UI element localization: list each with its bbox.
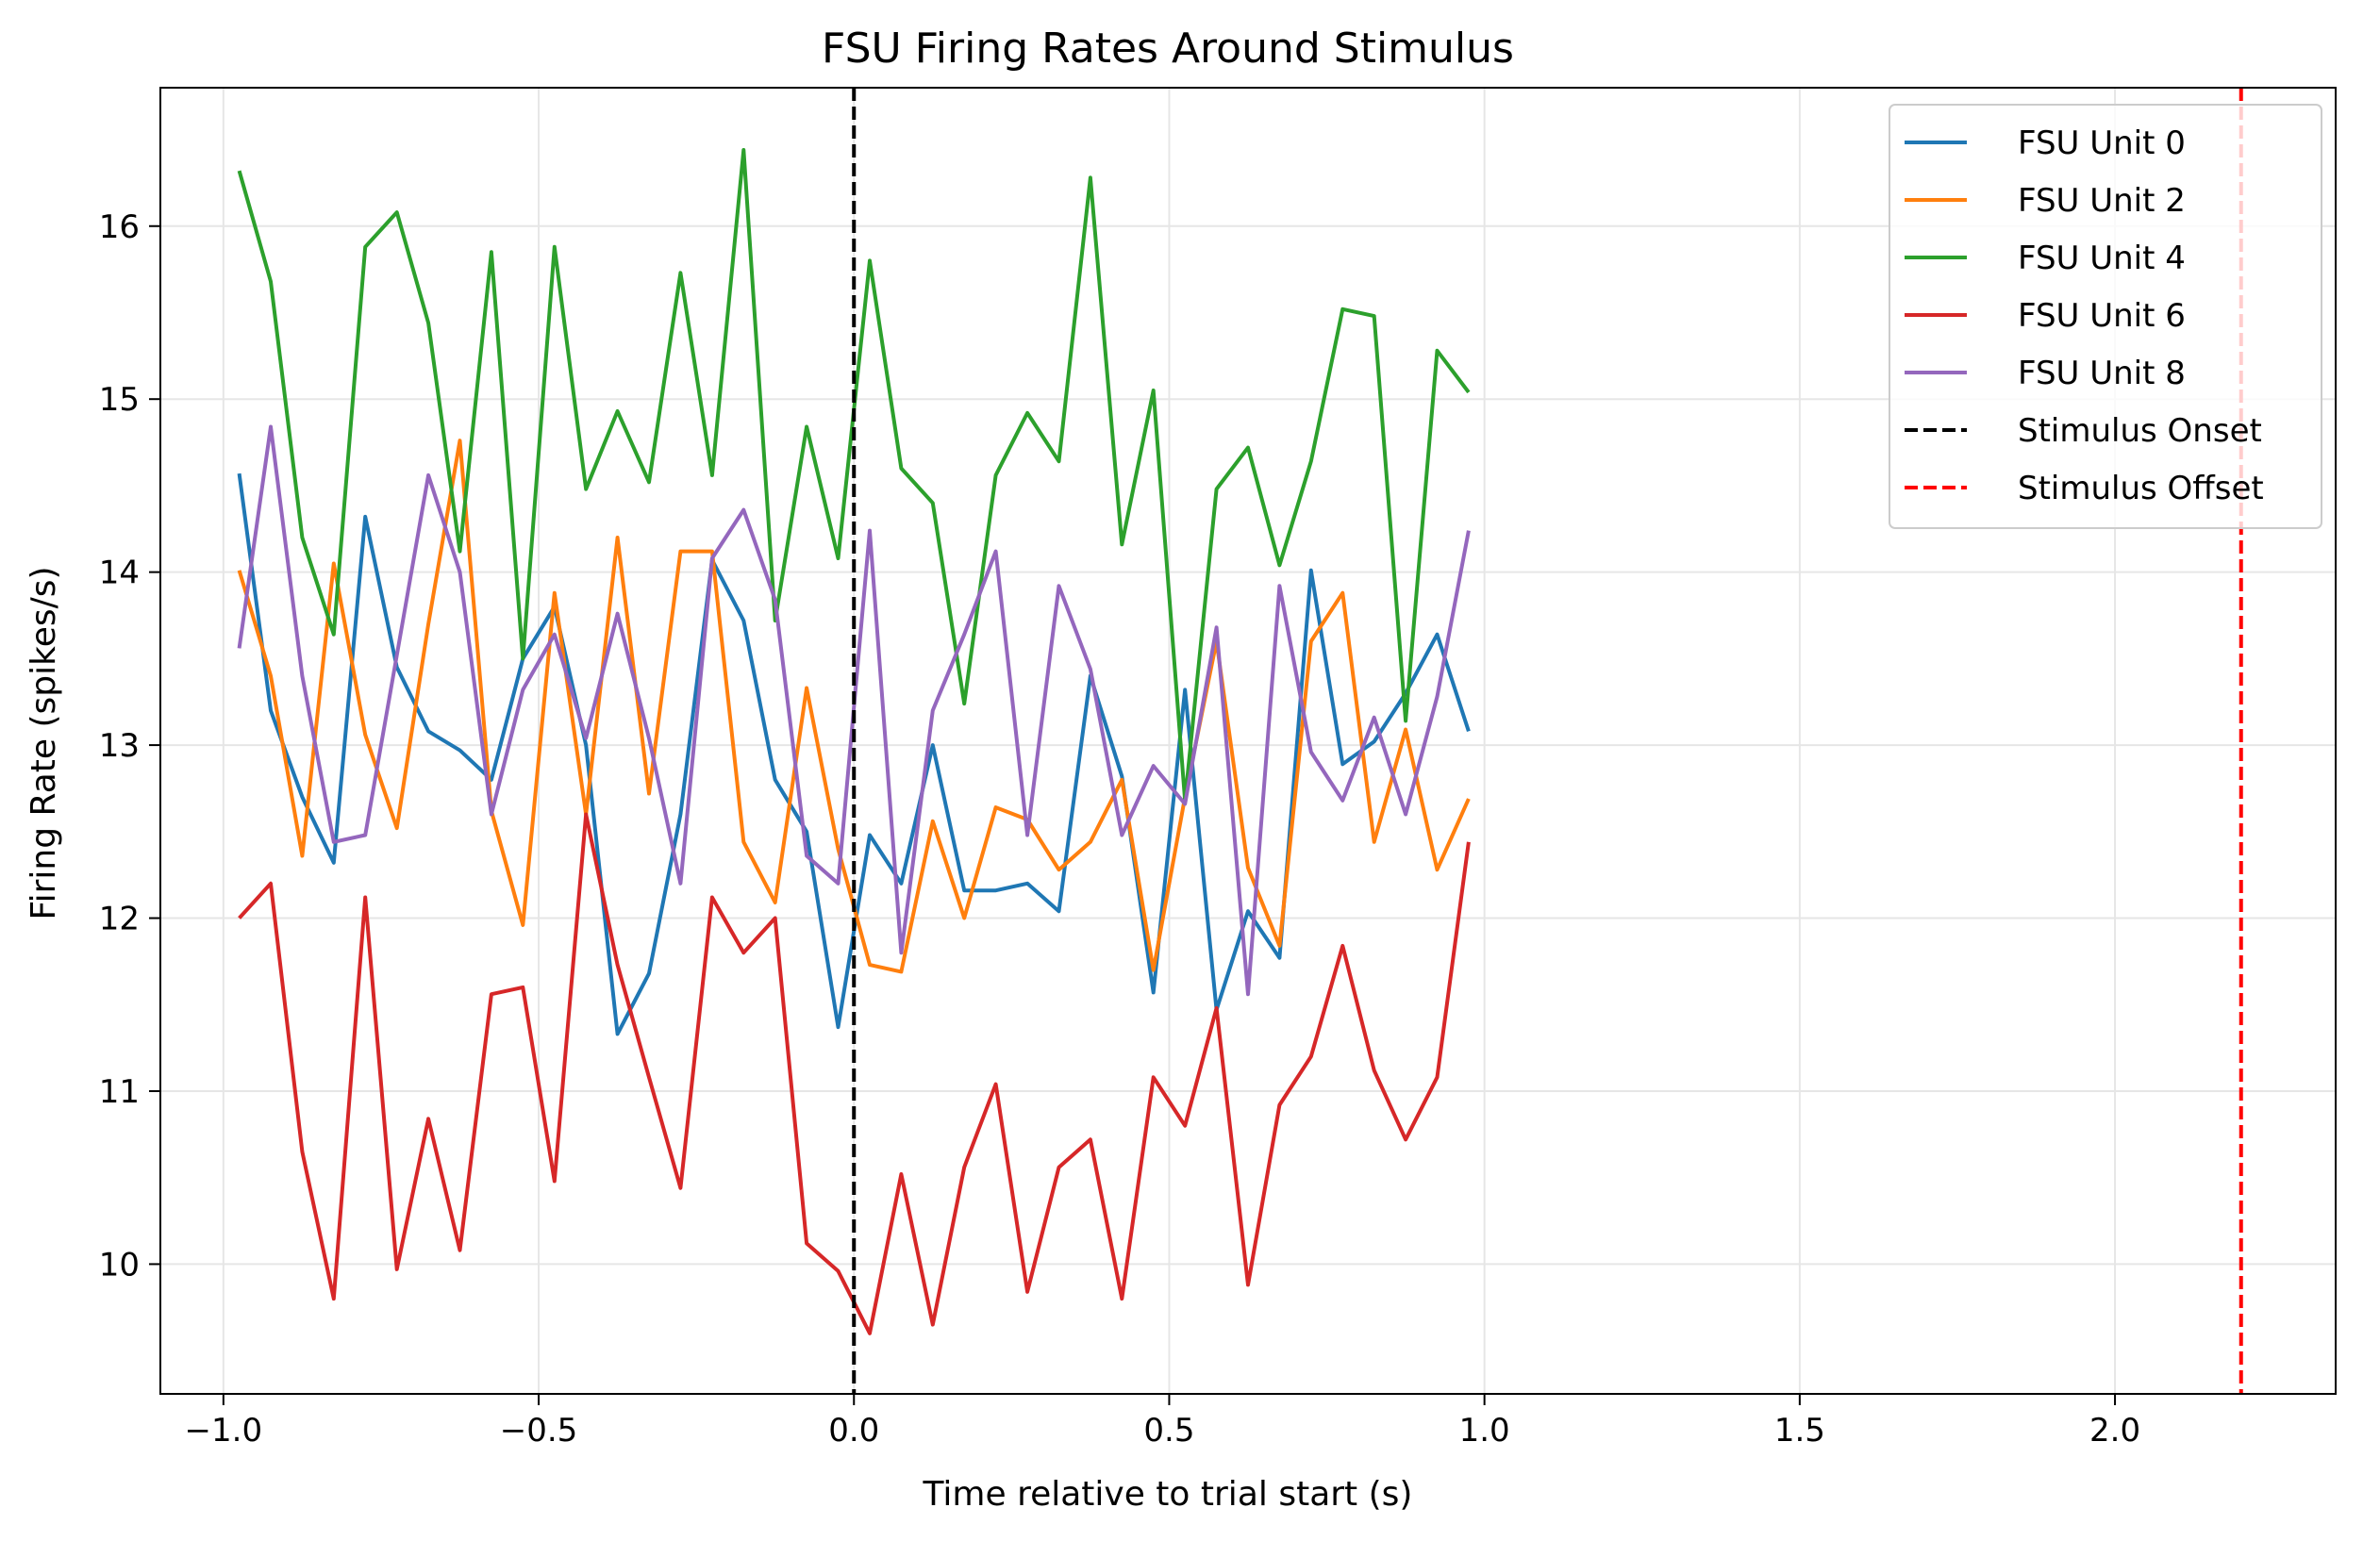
legend-box: [1889, 104, 2322, 529]
y-tick-label: 11: [99, 1073, 140, 1111]
legend-label: Stimulus Offset: [2018, 470, 2264, 507]
x-tick-label: 2.0: [2089, 1412, 2140, 1450]
y-tick-label: 12: [99, 901, 140, 938]
y-tick-label: 15: [99, 381, 140, 419]
x-axis-label: Time relative to trial start (s): [923, 1475, 1413, 1514]
x-tick-label: 1.0: [1459, 1412, 1510, 1450]
legend-label: FSU Unit 4: [2018, 240, 2186, 277]
series-line-fsu-unit-8: [237, 424, 1471, 997]
series-line-fsu-unit-0: [237, 472, 1471, 1036]
x-tick-label: 0.0: [828, 1412, 879, 1450]
y-tick-label: 16: [99, 208, 140, 246]
legend: FSU Unit 0 FSU Unit 2 FSU Unit 4 FSU Unit 6…: [1889, 104, 2322, 529]
x-axis-ticks: −1.0 −0.5 0.0 0.5 1.0 1.5 2.0: [185, 1394, 2140, 1450]
y-tick-label: 13: [99, 727, 140, 765]
x-tick-label: 1.5: [1774, 1412, 1825, 1450]
y-tick-label: 10: [99, 1246, 140, 1284]
y-tick-label: 14: [99, 555, 140, 592]
legend-label: FSU Unit 0: [2018, 124, 2186, 162]
plot-frame: [159, 87, 2337, 1395]
legend-label: Stimulus Onset: [2018, 412, 2262, 450]
x-tick-label: 0.5: [1143, 1412, 1194, 1450]
chart-title: FSU Firing Rates Around Stimulus: [822, 25, 1514, 73]
legend-label: FSU Unit 8: [2018, 355, 2186, 392]
legend-label: FSU Unit 2: [2018, 182, 2186, 220]
x-tick-label: −0.5: [500, 1412, 578, 1450]
x-tick-label: −1.0: [185, 1412, 263, 1450]
legend-label: FSU Unit 6: [2018, 297, 2186, 335]
y-axis-ticks: 10 11 12 13 14 15 16: [99, 208, 160, 1284]
y-axis-label: Firing Rate (spikes/s): [25, 566, 63, 920]
